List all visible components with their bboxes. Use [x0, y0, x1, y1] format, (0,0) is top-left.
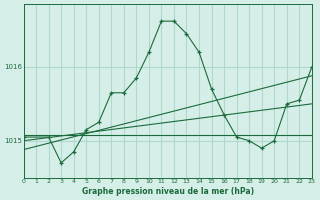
X-axis label: Graphe pression niveau de la mer (hPa): Graphe pression niveau de la mer (hPa)	[82, 187, 254, 196]
